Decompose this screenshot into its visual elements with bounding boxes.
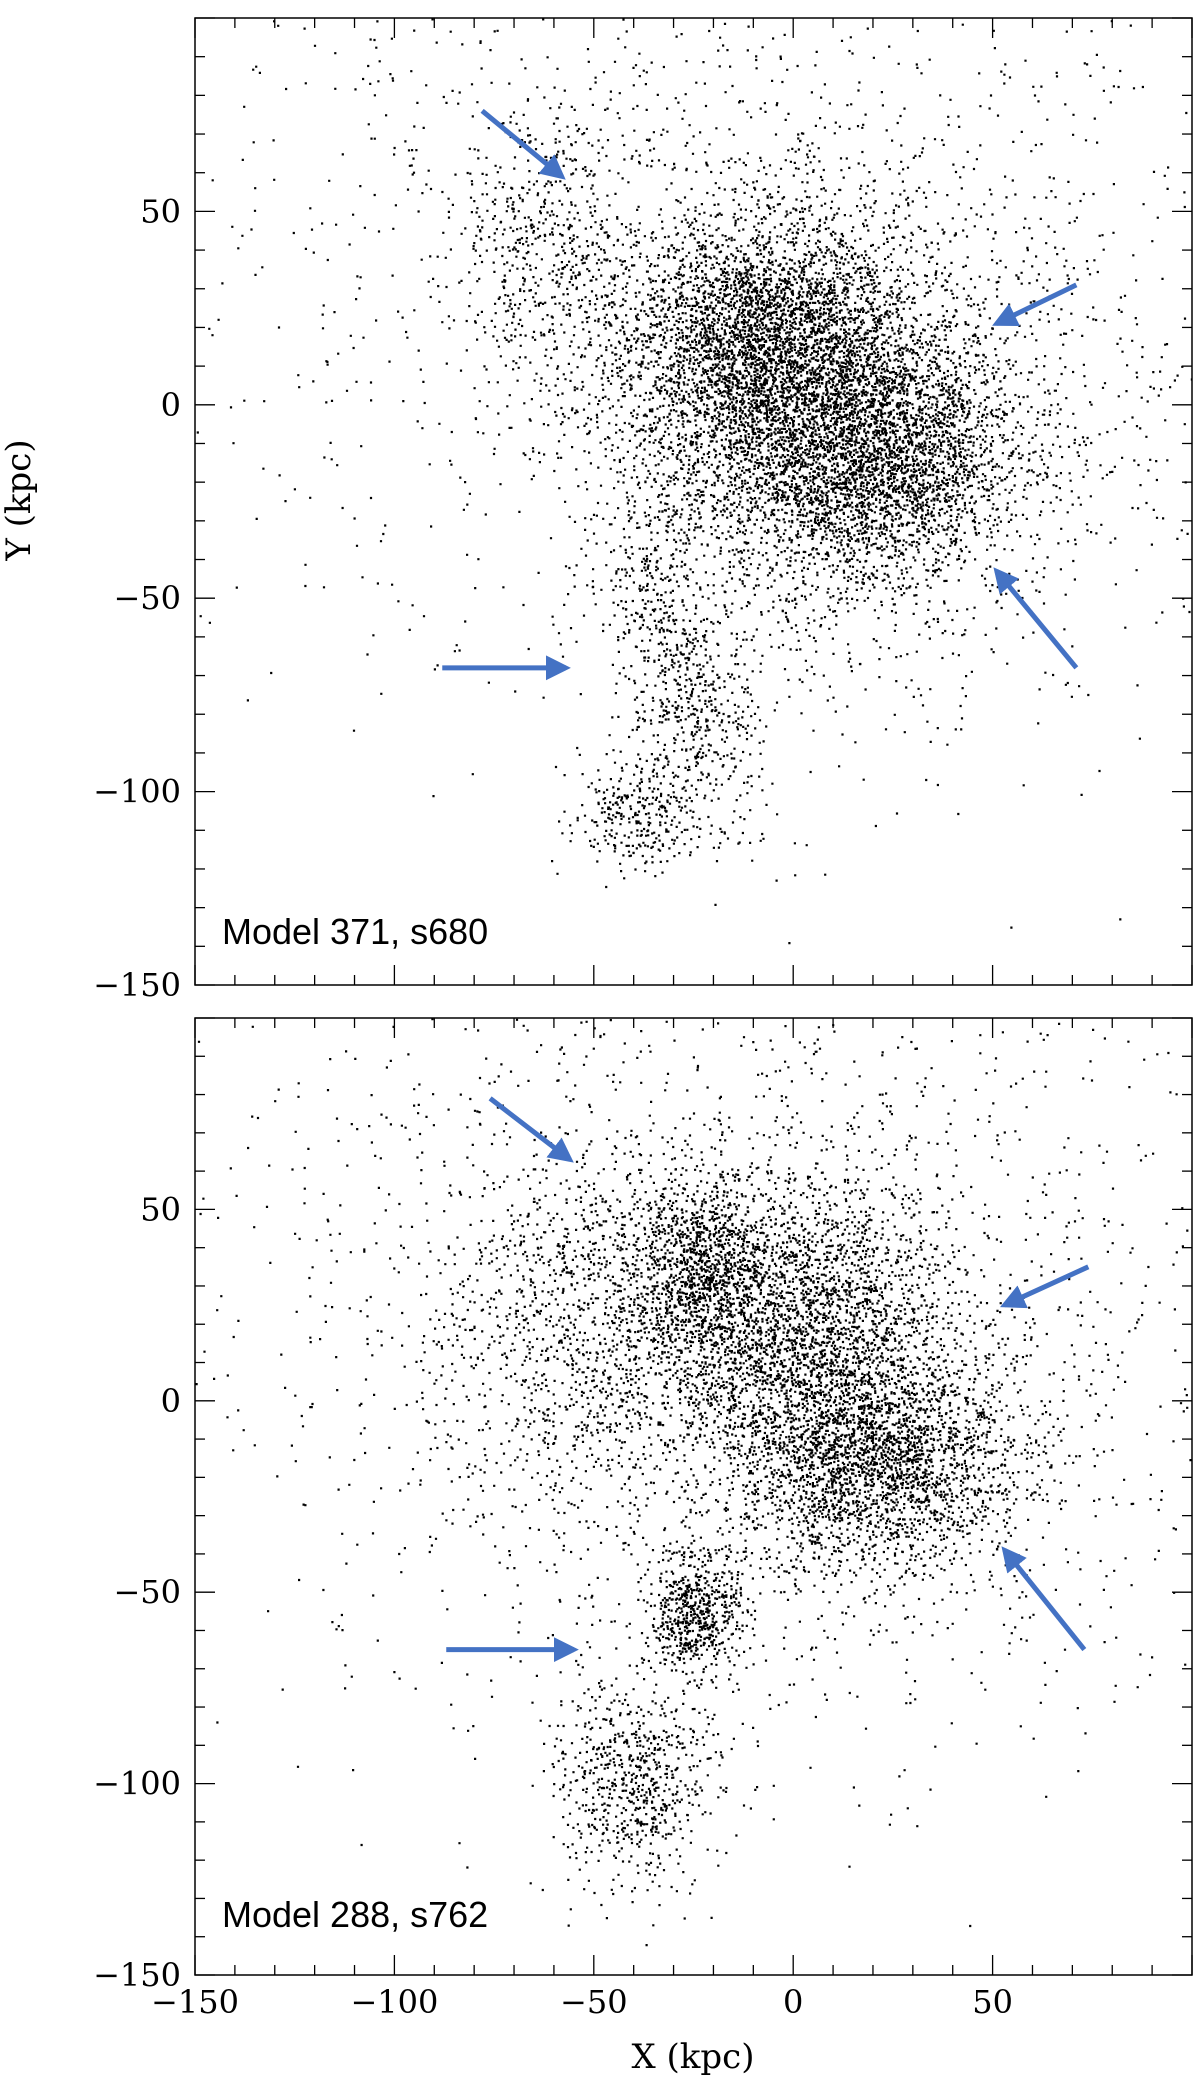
- y-tick-label: 0: [161, 1382, 181, 1420]
- scatter-point-cloud: [195, 1018, 1192, 1947]
- y-axis-label: Y (kpc): [0, 439, 39, 561]
- x-tick-label: −50: [560, 1983, 628, 2021]
- y-tick-label: −100: [93, 1765, 181, 1803]
- y-tick-label: −150: [93, 966, 181, 1004]
- panel-label-bg-bottom: [215, 1888, 535, 1938]
- x-tick-label: −150: [151, 1983, 239, 2021]
- annotation-arrow: [1000, 1264, 1090, 1309]
- x-tick-label: 50: [972, 1983, 1013, 2021]
- y-tick-label: 50: [140, 1190, 181, 1228]
- y-tick-label: −100: [93, 773, 181, 811]
- annotation-arrow: [480, 108, 566, 180]
- x-tick-label: 0: [783, 1983, 803, 2021]
- ticks-top: −150 −100 −50 0 50: [93, 17, 1193, 1004]
- y-tick-label: −50: [113, 579, 181, 617]
- x-tick-label: −100: [350, 1983, 438, 2021]
- y-tick-label: 50: [140, 192, 181, 230]
- scatter-point-cloud: [196, 18, 1192, 945]
- scatter-points-top: [196, 18, 1192, 945]
- panel-label-bottom: Model 288, s762: [222, 1894, 488, 1935]
- y-tick-label: −150: [93, 1956, 181, 1994]
- plot-frame-bottom: [194, 1017, 1193, 1976]
- plot-frame-top: [194, 17, 1193, 986]
- annotation-arrow: [993, 567, 1079, 670]
- scatter-points-bottom: [195, 1018, 1192, 1947]
- annotation-arrow: [488, 1096, 574, 1163]
- y-tick-label: 0: [161, 386, 181, 424]
- y-tick-label: −50: [113, 1573, 181, 1611]
- panel-top: −150 −100 −50 0 50 Model 371, s680 Y (kpc): [0, 17, 1193, 1004]
- annotation-arrow: [992, 282, 1078, 327]
- x-axis-label: X (kpc): [632, 2037, 755, 2077]
- arrows-bottom: [446, 1096, 1090, 1663]
- panel-label-top: Model 371, s680: [222, 911, 488, 952]
- panel-bottom: −150 −100 −50 0 50 −150 −100 −50 0 50 Model 288, …: [93, 1017, 1193, 2077]
- arrows-top: [442, 108, 1079, 681]
- annotation-arrow: [1001, 1546, 1087, 1652]
- panel-label-bg-top: [215, 905, 535, 955]
